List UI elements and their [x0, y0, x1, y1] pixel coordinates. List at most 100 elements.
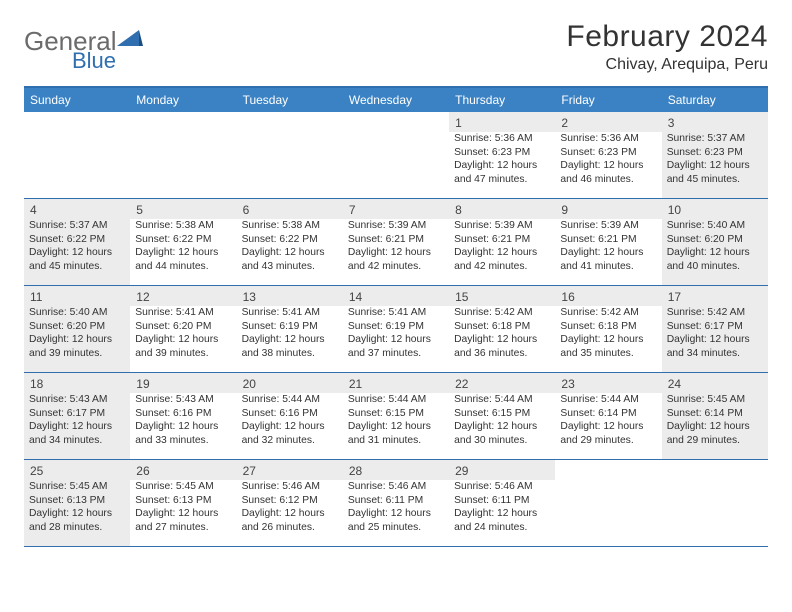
day-info: Sunrise: 5:46 AMSunset: 6:11 PMDaylight:…	[449, 480, 555, 539]
day-number: 17	[662, 286, 768, 306]
sunrise-text: Sunrise: 5:38 AM	[135, 219, 231, 233]
sunrise-text: Sunrise: 5:44 AM	[454, 393, 550, 407]
sunrise-text: Sunrise: 5:46 AM	[348, 480, 444, 494]
day-info: Sunrise: 5:36 AMSunset: 6:23 PMDaylight:…	[449, 132, 555, 191]
day-cell: 7Sunrise: 5:39 AMSunset: 6:21 PMDaylight…	[343, 199, 449, 285]
day-cell: 8Sunrise: 5:39 AMSunset: 6:21 PMDaylight…	[449, 199, 555, 285]
sunrise-text: Sunrise: 5:36 AM	[560, 132, 656, 146]
sunset-text: Sunset: 6:22 PM	[242, 233, 338, 247]
daylight-text: Daylight: 12 hours and 42 minutes.	[454, 246, 550, 273]
sunset-text: Sunset: 6:18 PM	[454, 320, 550, 334]
day-info: Sunrise: 5:39 AMSunset: 6:21 PMDaylight:…	[449, 219, 555, 278]
day-number	[130, 112, 236, 118]
day-number: 6	[237, 199, 343, 219]
weekday-sunday: Sunday	[24, 88, 130, 112]
sunset-text: Sunset: 6:20 PM	[29, 320, 125, 334]
location-text: Chivay, Arequipa, Peru	[566, 56, 768, 74]
daylight-text: Daylight: 12 hours and 25 minutes.	[348, 507, 444, 534]
day-info: Sunrise: 5:40 AMSunset: 6:20 PMDaylight:…	[24, 306, 130, 365]
week-row: 25Sunrise: 5:45 AMSunset: 6:13 PMDayligh…	[24, 460, 768, 547]
day-number: 16	[555, 286, 661, 306]
daylight-text: Daylight: 12 hours and 34 minutes.	[667, 333, 763, 360]
day-cell	[130, 112, 236, 198]
sunset-text: Sunset: 6:15 PM	[348, 407, 444, 421]
day-cell: 15Sunrise: 5:42 AMSunset: 6:18 PMDayligh…	[449, 286, 555, 372]
day-number	[555, 460, 661, 466]
day-cell: 19Sunrise: 5:43 AMSunset: 6:16 PMDayligh…	[130, 373, 236, 459]
day-info: Sunrise: 5:43 AMSunset: 6:16 PMDaylight:…	[130, 393, 236, 452]
day-cell: 14Sunrise: 5:41 AMSunset: 6:19 PMDayligh…	[343, 286, 449, 372]
day-cell: 18Sunrise: 5:43 AMSunset: 6:17 PMDayligh…	[24, 373, 130, 459]
daylight-text: Daylight: 12 hours and 40 minutes.	[667, 246, 763, 273]
daylight-text: Daylight: 12 hours and 47 minutes.	[454, 159, 550, 186]
day-number: 28	[343, 460, 449, 480]
weekday-saturday: Saturday	[662, 88, 768, 112]
day-info: Sunrise: 5:38 AMSunset: 6:22 PMDaylight:…	[130, 219, 236, 278]
sunset-text: Sunset: 6:11 PM	[348, 494, 444, 508]
sunrise-text: Sunrise: 5:45 AM	[29, 480, 125, 494]
sunset-text: Sunset: 6:17 PM	[667, 320, 763, 334]
daylight-text: Daylight: 12 hours and 35 minutes.	[560, 333, 656, 360]
logo-triangle-icon	[117, 28, 143, 48]
sunrise-text: Sunrise: 5:44 AM	[242, 393, 338, 407]
day-cell: 2Sunrise: 5:36 AMSunset: 6:23 PMDaylight…	[555, 112, 661, 198]
day-cell: 6Sunrise: 5:38 AMSunset: 6:22 PMDaylight…	[237, 199, 343, 285]
day-cell: 24Sunrise: 5:45 AMSunset: 6:14 PMDayligh…	[662, 373, 768, 459]
day-info: Sunrise: 5:39 AMSunset: 6:21 PMDaylight:…	[555, 219, 661, 278]
weekday-tuesday: Tuesday	[237, 88, 343, 112]
sunrise-text: Sunrise: 5:41 AM	[242, 306, 338, 320]
week-row: 4Sunrise: 5:37 AMSunset: 6:22 PMDaylight…	[24, 199, 768, 286]
day-number	[237, 112, 343, 118]
sunrise-text: Sunrise: 5:37 AM	[29, 219, 125, 233]
sunrise-text: Sunrise: 5:42 AM	[454, 306, 550, 320]
sunset-text: Sunset: 6:23 PM	[667, 146, 763, 160]
sunset-text: Sunset: 6:14 PM	[560, 407, 656, 421]
day-number: 25	[24, 460, 130, 480]
day-number: 2	[555, 112, 661, 132]
day-cell	[555, 460, 661, 546]
day-number: 20	[237, 373, 343, 393]
week-row: 11Sunrise: 5:40 AMSunset: 6:20 PMDayligh…	[24, 286, 768, 373]
sunset-text: Sunset: 6:22 PM	[29, 233, 125, 247]
logo: General Blue	[24, 26, 145, 57]
sunrise-text: Sunrise: 5:41 AM	[135, 306, 231, 320]
sunrise-text: Sunrise: 5:39 AM	[454, 219, 550, 233]
week-row: 18Sunrise: 5:43 AMSunset: 6:17 PMDayligh…	[24, 373, 768, 460]
day-info: Sunrise: 5:41 AMSunset: 6:20 PMDaylight:…	[130, 306, 236, 365]
sunrise-text: Sunrise: 5:45 AM	[667, 393, 763, 407]
day-info: Sunrise: 5:44 AMSunset: 6:16 PMDaylight:…	[237, 393, 343, 452]
sunrise-text: Sunrise: 5:46 AM	[454, 480, 550, 494]
daylight-text: Daylight: 12 hours and 34 minutes.	[29, 420, 125, 447]
daylight-text: Daylight: 12 hours and 33 minutes.	[135, 420, 231, 447]
day-cell: 11Sunrise: 5:40 AMSunset: 6:20 PMDayligh…	[24, 286, 130, 372]
day-number: 3	[662, 112, 768, 132]
weekday-header-row: Sunday Monday Tuesday Wednesday Thursday…	[24, 88, 768, 112]
day-info: Sunrise: 5:42 AMSunset: 6:17 PMDaylight:…	[662, 306, 768, 365]
day-cell	[343, 112, 449, 198]
day-cell: 4Sunrise: 5:37 AMSunset: 6:22 PMDaylight…	[24, 199, 130, 285]
day-info: Sunrise: 5:39 AMSunset: 6:21 PMDaylight:…	[343, 219, 449, 278]
day-number	[343, 112, 449, 118]
weeks-container: 1Sunrise: 5:36 AMSunset: 6:23 PMDaylight…	[24, 112, 768, 547]
sunrise-text: Sunrise: 5:40 AM	[29, 306, 125, 320]
sunset-text: Sunset: 6:20 PM	[135, 320, 231, 334]
day-info: Sunrise: 5:37 AMSunset: 6:22 PMDaylight:…	[24, 219, 130, 278]
sunset-text: Sunset: 6:23 PM	[560, 146, 656, 160]
sunrise-text: Sunrise: 5:43 AM	[135, 393, 231, 407]
sunrise-text: Sunrise: 5:38 AM	[242, 219, 338, 233]
day-number: 1	[449, 112, 555, 132]
day-cell: 13Sunrise: 5:41 AMSunset: 6:19 PMDayligh…	[237, 286, 343, 372]
daylight-text: Daylight: 12 hours and 28 minutes.	[29, 507, 125, 534]
day-number: 10	[662, 199, 768, 219]
day-number: 24	[662, 373, 768, 393]
day-cell: 22Sunrise: 5:44 AMSunset: 6:15 PMDayligh…	[449, 373, 555, 459]
daylight-text: Daylight: 12 hours and 42 minutes.	[348, 246, 444, 273]
day-cell	[237, 112, 343, 198]
sunset-text: Sunset: 6:13 PM	[29, 494, 125, 508]
day-cell: 28Sunrise: 5:46 AMSunset: 6:11 PMDayligh…	[343, 460, 449, 546]
daylight-text: Daylight: 12 hours and 27 minutes.	[135, 507, 231, 534]
day-cell: 29Sunrise: 5:46 AMSunset: 6:11 PMDayligh…	[449, 460, 555, 546]
day-cell: 21Sunrise: 5:44 AMSunset: 6:15 PMDayligh…	[343, 373, 449, 459]
day-cell: 20Sunrise: 5:44 AMSunset: 6:16 PMDayligh…	[237, 373, 343, 459]
day-info: Sunrise: 5:45 AMSunset: 6:14 PMDaylight:…	[662, 393, 768, 452]
